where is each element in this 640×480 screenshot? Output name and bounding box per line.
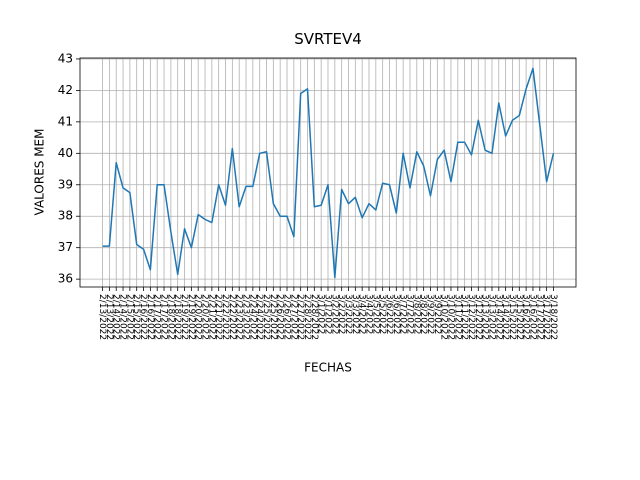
x-tick-label: 2/27/2022 [295, 294, 305, 340]
x-tick-label: 2/21/2022 [206, 294, 216, 340]
data-line [102, 67, 555, 279]
x-tick-label: 2/16/2022 [138, 294, 148, 340]
x-tick-label: 3/5/2022 [377, 294, 387, 334]
x-tick-label: 3/3/2022 [343, 294, 353, 334]
x-tick-label: 2/13/2022 [97, 294, 107, 340]
y-tick-label: 39 [58, 177, 73, 191]
x-tick-label: 3/12/2022 [466, 294, 476, 340]
x-tick-label: 2/28/2022 [309, 294, 319, 340]
x-axis-label: FECHAS [304, 361, 352, 375]
x-tick-label: 2/26/2022 [275, 294, 285, 340]
x-tick-label: 3/8/2022 [418, 294, 428, 334]
y-tick-label: 38 [58, 209, 73, 223]
x-tick-label: 3/11/2022 [459, 294, 469, 340]
x-tick-label: 2/17/2022 [159, 294, 169, 340]
y-tick-label: 37 [58, 240, 73, 254]
x-tick-label: 3/8/2022 [411, 294, 421, 334]
x-tick-label: 3/2/2022 [329, 294, 339, 334]
x-tick-label: 2/20/2022 [193, 294, 203, 340]
x-tick-label: 3/16/2022 [527, 294, 537, 340]
x-tick-label: 3/10/2022 [445, 294, 455, 340]
x-tick-label: 3/1/2022 [323, 294, 333, 334]
y-tick-label: 40 [58, 146, 73, 160]
x-tick-label: 2/27/2022 [288, 294, 298, 340]
x-tick-label: 2/21/2022 [213, 294, 223, 340]
x-tick-label: 2/19/2022 [179, 294, 189, 340]
x-tick-label: 3/3/2022 [350, 294, 360, 334]
x-tick-label: 2/18/2022 [165, 294, 175, 340]
x-tick-label: 2/14/2022 [111, 294, 121, 340]
x-tick-label: 2/26/2022 [282, 294, 292, 340]
y-tick-label: 42 [58, 83, 73, 97]
x-tick-label: 3/12/2022 [473, 294, 483, 340]
x-tick-label: 2/18/2022 [172, 294, 182, 340]
x-tick-label: 3/18/2022 [548, 294, 558, 340]
x-tick-label: 2/28/2022 [302, 294, 312, 340]
x-tick-label: 2/19/2022 [186, 294, 196, 340]
x-tick-label: 3/15/2022 [507, 294, 517, 340]
x-tick-label: 3/2/2022 [336, 294, 346, 334]
x-tick-label: 2/13/2022 [104, 294, 114, 340]
x-tick-label: 3/13/2022 [486, 294, 496, 340]
y-tick-label: 43 [58, 51, 73, 65]
x-tick-label: 3/13/2022 [480, 294, 490, 340]
x-tick-label: 2/23/2022 [241, 294, 251, 340]
x-tick-label: 3/6/2022 [391, 294, 401, 334]
x-tick-label: 2/15/2022 [124, 294, 134, 340]
x-tick-label: 3/9/2022 [425, 294, 435, 334]
plot-frame [79, 57, 577, 288]
x-tick-label: 3/10/2022 [439, 294, 449, 340]
x-tick-label: 3/11/2022 [452, 294, 462, 340]
x-tick-label: 2/20/2022 [200, 294, 210, 340]
x-tick-label: 3/14/2022 [500, 294, 510, 340]
x-tick-label: 3/17/2022 [534, 294, 544, 340]
x-tick-label: 2/25/2022 [268, 294, 278, 340]
x-tick-label: 3/4/2022 [363, 294, 373, 334]
x-tick-label: 2/22/2022 [220, 294, 230, 340]
x-tick-label: 3/6/2022 [384, 294, 394, 334]
x-tick-label: 2/22/2022 [227, 294, 237, 340]
x-tick-label: 3/16/2022 [521, 294, 531, 340]
x-tick-label: 3/14/2022 [493, 294, 503, 340]
x-tick-label: 2/24/2022 [247, 294, 257, 340]
x-tick-label: 3/15/2022 [514, 294, 524, 340]
x-tick-label: 2/14/2022 [118, 294, 128, 340]
x-tick-label: 3/7/2022 [404, 294, 414, 334]
y-tick-label: 41 [58, 114, 73, 128]
chart-title: SVRTEV4 [294, 30, 362, 48]
x-tick-label: 2/16/2022 [145, 294, 155, 340]
y-tick-label: 36 [58, 272, 73, 286]
x-tick-label: 3/4/2022 [357, 294, 367, 334]
x-tick-label: 3/1/2022 [316, 294, 326, 334]
x-tick-label: 2/25/2022 [261, 294, 271, 340]
x-tick-label: 3/5/2022 [370, 294, 380, 334]
x-tick-label: 2/23/2022 [234, 294, 244, 340]
y-axis-label: VALORES MEM [33, 129, 47, 216]
x-tick-label: 3/9/2022 [432, 294, 442, 334]
x-tick-label: 3/17/2022 [541, 294, 551, 340]
x-tick-label: 3/7/2022 [398, 294, 408, 334]
x-tick-label: 2/15/2022 [131, 294, 141, 340]
x-tick-label: 2/24/2022 [254, 294, 264, 340]
x-tick-label: 2/17/2022 [152, 294, 162, 340]
